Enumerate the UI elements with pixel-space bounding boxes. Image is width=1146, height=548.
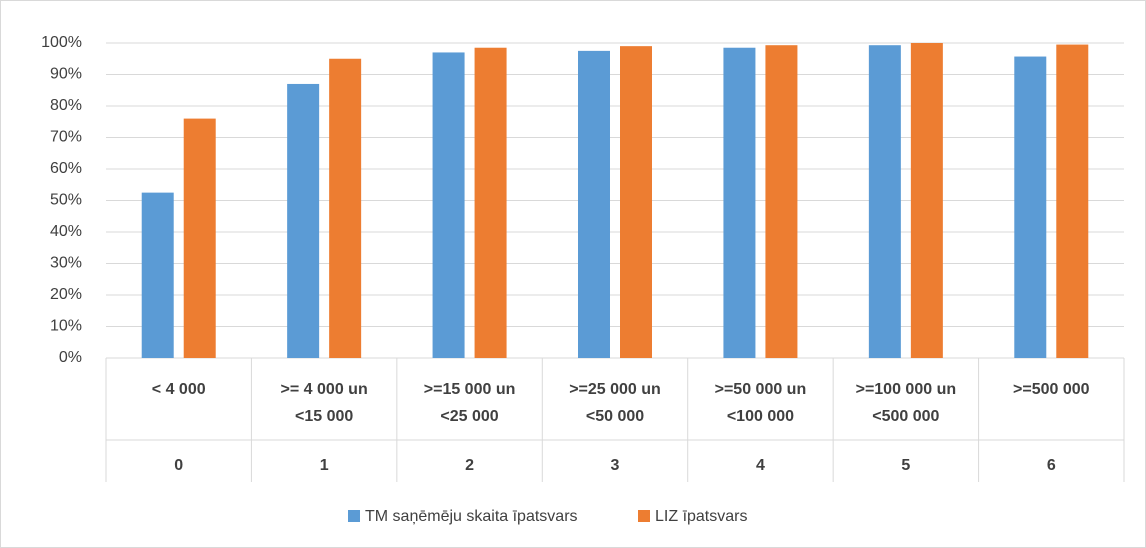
bar	[620, 46, 652, 359]
y-tick-label: 0%	[59, 349, 82, 366]
x-tick-label: >= 4 000 un	[281, 381, 368, 398]
legend-swatch	[348, 510, 360, 522]
bar	[578, 50, 610, 358]
y-tick-label: 100%	[41, 34, 82, 51]
y-tick-label: 50%	[50, 192, 82, 209]
legend-label: LIZ īpatsvars	[655, 508, 747, 525]
legend-label: TM saņēmēju skaita īpatsvars	[365, 508, 578, 525]
x-tick-label: <500 000	[872, 408, 939, 425]
x-tick-label: <100 000	[727, 408, 794, 425]
bar	[868, 45, 901, 359]
bar	[1056, 44, 1089, 358]
bar	[1014, 56, 1047, 359]
x-group-label: 4	[756, 457, 765, 474]
y-tick-label: 10%	[50, 318, 82, 335]
x-tick-label: <50 000	[586, 408, 644, 425]
x-tick-label: <25 000	[440, 408, 498, 425]
bar	[910, 43, 943, 358]
y-tick-label: 20%	[50, 286, 82, 303]
x-group-label: 2	[465, 457, 474, 474]
y-tick-label: 70%	[50, 129, 82, 146]
x-tick-label: >=100 000 un	[856, 381, 957, 398]
y-tick-label: 90%	[50, 66, 82, 83]
bar	[432, 52, 465, 358]
x-group-label: 0	[174, 457, 183, 474]
bar	[183, 118, 216, 358]
y-tick-label: 40%	[50, 223, 82, 240]
x-tick-label: >=25 000 un	[569, 381, 661, 398]
y-tick-label: 80%	[50, 97, 82, 114]
bar	[141, 192, 174, 358]
x-group-label: 3	[611, 457, 620, 474]
y-tick-label: 60%	[50, 160, 82, 177]
bar	[474, 47, 507, 358]
legend-swatch	[638, 510, 650, 522]
y-tick-label: 30%	[50, 255, 82, 272]
x-tick-label: >=50 000 un	[715, 381, 807, 398]
bar	[723, 47, 756, 358]
x-tick-label: <15 000	[295, 408, 353, 425]
bar	[765, 45, 798, 359]
x-group-label: 6	[1047, 457, 1056, 474]
x-tick-label: >=500 000	[1013, 381, 1090, 398]
bar	[329, 58, 362, 358]
x-group-label: 5	[901, 457, 910, 474]
x-tick-label: < 4 000	[152, 381, 206, 398]
x-group-label: 1	[320, 457, 329, 474]
x-tick-label: >=15 000 un	[424, 381, 516, 398]
bar	[287, 83, 320, 358]
